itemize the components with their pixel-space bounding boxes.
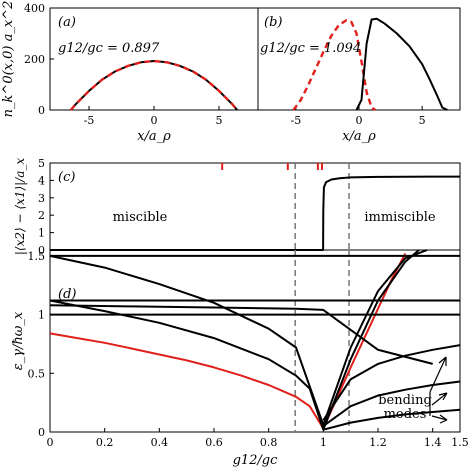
panel-d-xtick-label: 1.2 xyxy=(369,436,387,449)
panel-a-ylabel: n_k^0(x,0) a_x^2 xyxy=(1,1,16,118)
panel-a-series-1 xyxy=(69,59,239,111)
panel-a-xtick-label: 0 xyxy=(151,114,158,127)
panel-c-ytick-label: 5 xyxy=(38,157,45,170)
panel-d-series-0 xyxy=(49,253,407,430)
panel-a-ytick-label: 0 xyxy=(38,104,45,117)
panel-a-label: (a) xyxy=(58,15,76,30)
panel-c-series-0 xyxy=(50,175,460,251)
panel-d-series-2 xyxy=(49,249,428,426)
panel-d-series-8 xyxy=(322,380,461,427)
panel-a-xtick-label: 5 xyxy=(216,114,223,127)
panel-d-annotation-line2: modes xyxy=(384,407,427,422)
panel-b-xtick-label: -5 xyxy=(291,114,302,127)
panel-d-label: (d) xyxy=(58,287,76,302)
panel-b-xlabel: x/a_ρ xyxy=(342,129,376,144)
panel-a-xtick-label: -5 xyxy=(84,114,95,127)
panel-a-xlabel: x/a_ρ xyxy=(137,129,171,144)
panel-b-frame xyxy=(257,7,461,111)
panel-d-ytick-label: 1 xyxy=(38,309,45,322)
panel-d-series-3 xyxy=(49,304,433,365)
panel-a-frame xyxy=(49,7,259,111)
panel-b-label: (b) xyxy=(264,15,282,30)
panel-d-arrow-3 xyxy=(431,414,448,424)
panel-c-ylabel: |⟨x2⟩ − ⟨x1⟩|/a_x xyxy=(13,158,27,255)
panel-d-xtick-label: 0.8 xyxy=(260,436,278,449)
panel-c-ytick-label: 2 xyxy=(38,209,45,222)
panel-d-xtick-label: 0.6 xyxy=(205,436,223,449)
panel-d-arrow-1 xyxy=(429,356,447,393)
panel-b-series-0 xyxy=(292,19,377,112)
panel-d-xtick-label: 0.4 xyxy=(151,436,169,449)
panel-d-arrow-2 xyxy=(431,392,448,406)
panel-c-ytick-label: 1 xyxy=(38,227,45,240)
panel-d-ytick-label: 0.5 xyxy=(28,367,46,380)
panel-c-region-immiscible: immiscible xyxy=(364,210,436,225)
panel-d-series-7 xyxy=(323,408,461,431)
panel-d-ytick-label: 1.5 xyxy=(28,250,46,263)
panel-c-region-miscible: miscible xyxy=(113,210,168,225)
panel-d-frame xyxy=(49,249,461,433)
panel-a-ytick-label: 400 xyxy=(24,2,45,15)
panel-b-xtick-label: 0 xyxy=(356,114,363,127)
panel-d-xlabel: g12/gc xyxy=(233,453,279,468)
panel-d-series-9 xyxy=(322,344,461,421)
panel-a-annotation: g12/gc = 0.897 xyxy=(58,41,160,56)
panel-c-ytick-label: 4 xyxy=(38,174,45,187)
panel-b-series-1 xyxy=(355,17,448,111)
panel-d-ytick-label: 0 xyxy=(38,426,45,439)
panel-d-series-1 xyxy=(49,249,420,431)
panel-d-xtick-label: 1.5 xyxy=(451,436,469,449)
panel-d-xtick-label: 0 xyxy=(47,436,54,449)
panel-d-ylabel: ε_γ/ħω_x xyxy=(11,311,26,370)
panel-b-annotation: g12/gc = 1.094 xyxy=(260,41,361,56)
panel-c-ytick-label: 0 xyxy=(38,244,45,257)
panel-a-ytick-label: 200 xyxy=(24,53,45,66)
panel-b-xtick-label: 5 xyxy=(419,114,426,127)
panel-c-label: (c) xyxy=(58,170,75,185)
panel-d-xtick-label: 1.4 xyxy=(424,436,442,449)
panel-d-annotation-line1: bending xyxy=(378,393,432,408)
panel-d-xtick-label: 0.2 xyxy=(96,436,114,449)
panel-d-xtick-label: 1 xyxy=(320,436,327,449)
panel-c-ytick-label: 3 xyxy=(38,192,45,205)
